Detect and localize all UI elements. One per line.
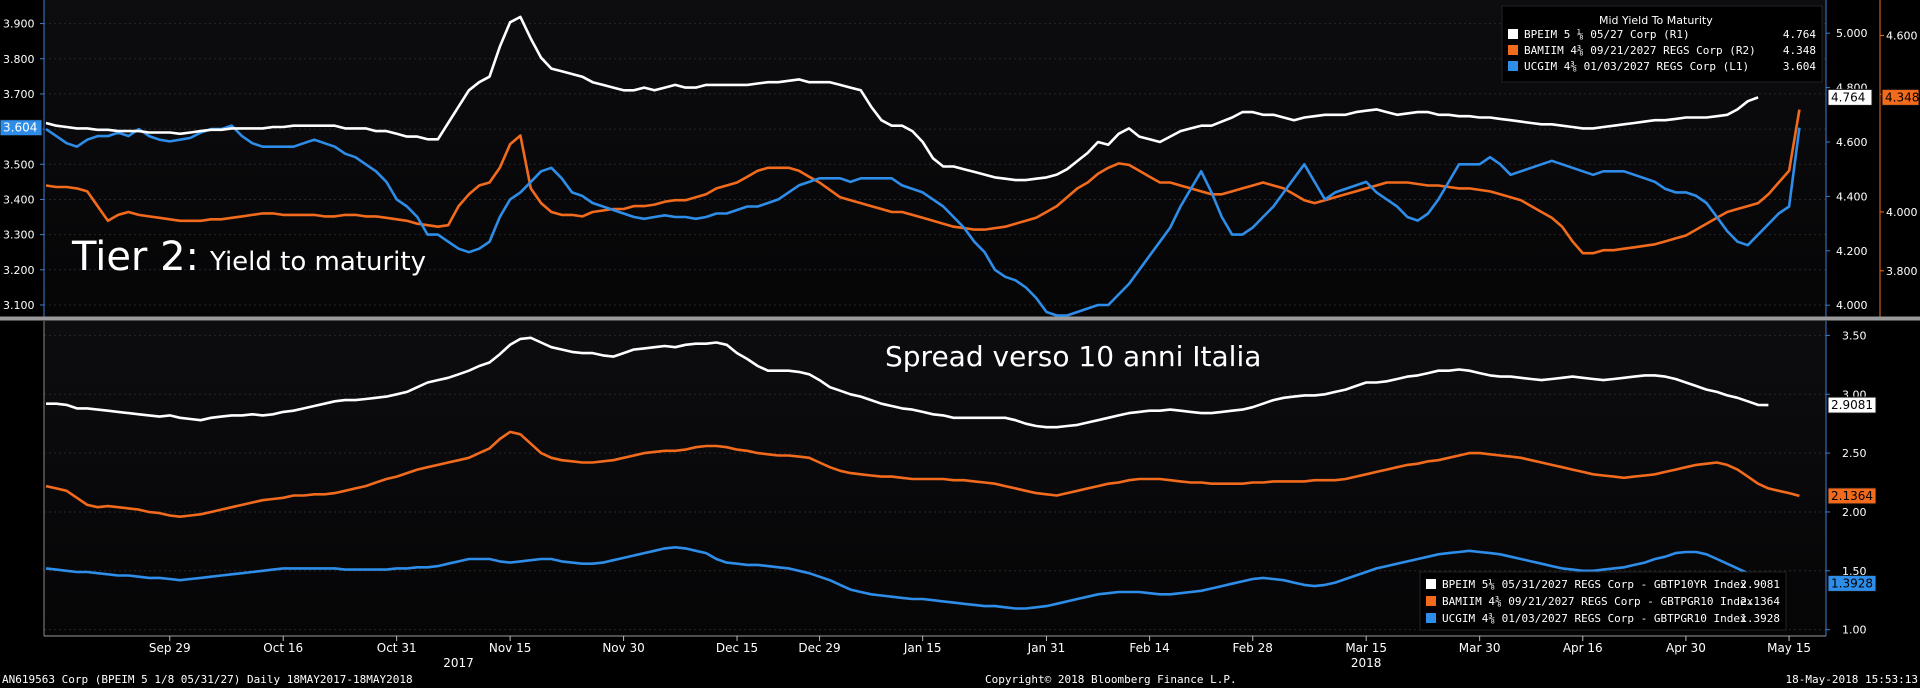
bottom-tick-label: 2.00 [1842, 506, 1867, 519]
r1-tick-label: 5.000 [1836, 27, 1868, 40]
legend-series-name: BAMIIM 4⅜ 09/21/2027 REGS Corp (R2) [1524, 44, 1756, 57]
bottom-tick-label: 3.50 [1842, 329, 1867, 342]
tier-subtitle: Yield to maturity [209, 247, 426, 277]
r1-last-value-badge [1827, 88, 1873, 106]
spread1-last-value-badge [1827, 396, 1877, 414]
spread-series-line-1 [45, 430, 1800, 519]
left-tick-label: 3.700 [3, 88, 35, 101]
top-legend: Mid Yield To Maturity BPEIM 5 ⅛ 05/27 Co… [1501, 5, 1823, 83]
l1-last-value-badge [0, 119, 43, 137]
r1-tick-label: 4.000 [1836, 299, 1868, 312]
x-date-label: Sep 29 [149, 641, 191, 655]
legend-swatch [1426, 613, 1436, 623]
legend-series-name: UCGIM 4⅜ 01/03/2027 REGS Corp (L1) [1524, 60, 1749, 73]
x-date-label: Nov 30 [602, 641, 645, 655]
footer-left: AN619563 Corp (BPEIM 5 1/8 05/31/27) Dai… [2, 673, 413, 686]
last-value-badges: 3.604 4.764 4.348 2.9081 2.1364 1.3928 [0, 88, 1920, 592]
spread1-last-value-badge-value: 2.9081 [1831, 398, 1873, 412]
x-axis-labels: Sep 29 Oct 16 Oct 31 Nov 15 Nov 30 Dec 15 Dec … [149, 636, 1811, 670]
legend-series-name: UCGIM 4⅜ 01/03/2027 REGS Corp - GBTPGR10… [1442, 612, 1747, 625]
bottom-tick-label: 1.00 [1842, 624, 1867, 637]
tier-title: Tier 2: [71, 234, 199, 280]
spread-series-line-2 [45, 545, 1780, 610]
legend-series-value: 4.348 [1783, 44, 1816, 57]
x-date-label: Feb 28 [1233, 641, 1273, 655]
r2-tick-label: 4.000 [1886, 206, 1918, 219]
x-date-label: Jan 15 [903, 641, 942, 655]
spread2-last-value-badge-value: 2.1364 [1831, 489, 1873, 503]
legend-swatch [1508, 45, 1518, 55]
legend-series-name: BPEIM 5 ⅛ 05/27 Corp (R1) [1524, 28, 1690, 41]
bottom-tick-label: 1.50 [1842, 565, 1867, 578]
legend-series-name: BAMIIM 4⅜ 09/21/2027 REGS Corp - GBTPGR1… [1442, 595, 1754, 608]
r2-tick-label: 3.800 [1886, 265, 1918, 278]
x-date-label: Oct 31 [377, 641, 417, 655]
r1-last-value-badge-value: 4.764 [1831, 90, 1865, 104]
r1-tick-label: 4.200 [1836, 245, 1868, 258]
x-date-label: Dec 29 [798, 641, 840, 655]
x-year-label: 2018 [1351, 656, 1382, 670]
spread-series-line-0 [46, 336, 1769, 429]
left-tick-label: 3.800 [3, 53, 35, 66]
legend-series-value: 3.604 [1783, 60, 1816, 73]
top-legend-box [1501, 5, 1823, 83]
legend-swatch [1508, 61, 1518, 71]
spread3-last-value-badge [1827, 574, 1877, 592]
l1-last-value-badge-value: 3.604 [3, 121, 37, 135]
footer-right: 18-May-2018 15:53:13 [1786, 673, 1918, 686]
top-legend-title: Mid Yield To Maturity [1599, 14, 1713, 27]
top-series-lines [45, 15, 1801, 317]
spread-title: Spread verso 10 anni Italia [885, 340, 1261, 373]
x-date-label: Apr 16 [1563, 641, 1603, 655]
x-date-label: Oct 16 [263, 641, 303, 655]
bottom-right-axis-ticks: 3.503.002.502.001.501.00 [1826, 329, 1867, 637]
x-date-label: Dec 15 [716, 641, 758, 655]
legend-series-value: 2.1364 [1740, 595, 1780, 608]
x-date-label: Feb 14 [1129, 641, 1169, 655]
r2-last-value-badge-value: 4.348 [1885, 90, 1919, 104]
bottom-legend: BPEIM 5⅛ 05/31/2027 REGS Corp - GBTP10YR… [1419, 571, 1787, 631]
x-date-label: Jan 31 [1027, 641, 1066, 655]
bottom-tick-label: 2.50 [1842, 447, 1867, 460]
footer-center: Copyright© 2018 Bloomberg Finance L.P. [985, 673, 1237, 686]
legend-series-name: BPEIM 5⅛ 05/31/2027 REGS Corp - GBTP10YR… [1442, 578, 1747, 591]
x-date-label: Nov 15 [489, 641, 532, 655]
legend-swatch [1426, 596, 1436, 606]
top-series-line-r2 [45, 109, 1801, 255]
legend-swatch [1508, 29, 1518, 39]
x-date-label: Mar 15 [1345, 641, 1387, 655]
x-date-label: May 15 [1767, 641, 1811, 655]
left-tick-label: 3.900 [3, 18, 35, 31]
legend-series-value: 2.9081 [1740, 578, 1780, 591]
bottom-legend-box [1419, 571, 1787, 631]
bottom-grid [44, 334, 1826, 631]
r1-tick-label: 4.600 [1836, 136, 1868, 149]
spread2-last-value-badge [1827, 487, 1877, 505]
spread3-last-value-badge-value: 1.3928 [1831, 576, 1873, 590]
legend-series-value: 1.3928 [1740, 612, 1780, 625]
x-date-label: Mar 30 [1459, 641, 1501, 655]
left-tick-label: 3.500 [3, 158, 35, 171]
left-tick-label: 3.300 [3, 229, 35, 242]
bottom-series-lines [45, 336, 1800, 610]
x-year-label: 2017 [443, 656, 474, 670]
left-tick-label: 3.200 [3, 264, 35, 277]
legend-swatch [1426, 579, 1436, 589]
r2-tick-label: 4.600 [1886, 29, 1918, 42]
left-tick-label: 3.400 [3, 193, 35, 206]
x-date-label: Apr 30 [1666, 641, 1706, 655]
top-series-line-r1 [45, 15, 1759, 182]
legend-series-value: 4.764 [1783, 28, 1816, 41]
r1-tick-label: 4.400 [1836, 190, 1868, 203]
top-series-line-l1 [45, 124, 1801, 317]
left-tick-label: 3.100 [3, 299, 35, 312]
r2-last-value-badge [1881, 88, 1920, 106]
